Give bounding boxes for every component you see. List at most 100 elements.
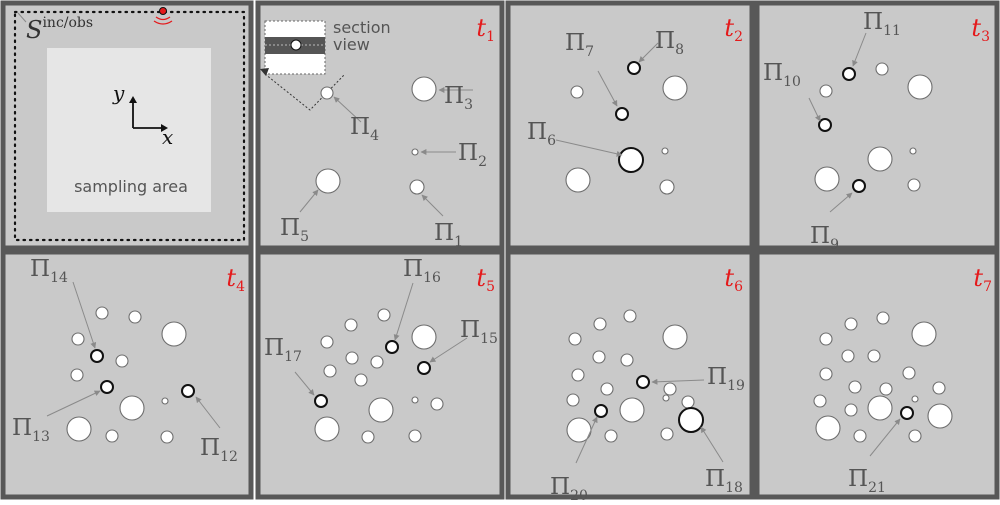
scatterer-circle-p7 [867, 395, 893, 421]
panel-t6-frame [505, 249, 755, 500]
scatterer-label-pi7: Π7 [565, 30, 594, 60]
scatterer-circle-p6 [619, 397, 645, 423]
leader-arrow-pi14 [72, 281, 97, 349]
scatterer-label-pi16: Π16 [403, 256, 441, 286]
panel-t2-frame [505, 0, 755, 251]
scatterer-circle-p4 [160, 430, 174, 444]
leader-arrow-pi12 [195, 396, 221, 429]
scatterer-circle-p7 [853, 429, 867, 443]
time-label-t5: t5 [476, 264, 495, 295]
leader-arrow-pi5 [299, 189, 319, 213]
scatterer-circle-p7 [819, 367, 833, 381]
scatterer-circle-p7 [908, 429, 922, 443]
scatterer-circle-p2 [659, 179, 675, 195]
scatterer-circle-p1 [409, 179, 425, 195]
scatterer-circle-p7 [819, 332, 833, 346]
highlighted-scatterer-circle-p6 [636, 375, 650, 389]
leader-arrow-pi17 [294, 371, 315, 396]
scatterer-circle-p6 [660, 427, 674, 441]
scatterer-label-pi20: Π20 [550, 474, 588, 504]
scatterer-circle-p4 [66, 416, 92, 442]
domain-panel: sampling area x y Sinc/obs [0, 0, 254, 251]
scatterer-circle-p5 [411, 324, 437, 350]
scatterer-circle-p7 [879, 382, 893, 396]
sampling-area [47, 48, 211, 212]
scatterer-label-pi10: Π10 [763, 60, 801, 90]
scatterer-label-pi4: Π4 [350, 114, 379, 144]
highlighted-scatterer-circle-p7 [900, 406, 914, 420]
scatterer-circle-p3 [867, 146, 893, 172]
scatterer-circle-p3 [907, 178, 921, 192]
leader-arrow-pi9 [829, 192, 853, 213]
highlighted-scatterer-circle-p6 [594, 404, 608, 418]
scatterer-circle-p3 [907, 74, 933, 100]
scatterer-label-pi9: Π9 [810, 223, 839, 253]
scatterer-circle-p6 [620, 353, 634, 367]
leader-arrow-pi15 [429, 337, 468, 363]
leader-arrow-pi10 [808, 97, 821, 122]
time-label-t4: t4 [226, 264, 245, 295]
time-label-t2: t2 [724, 14, 743, 45]
scatterer-circle-p6 [568, 332, 582, 346]
scatterer-circle-p7 [813, 394, 827, 408]
leader-arrow-pi1 [421, 194, 444, 217]
scatterer-circle-p5 [314, 416, 340, 442]
time-label-t1: t1 [476, 14, 495, 45]
scatterer-circle-p6 [566, 393, 580, 407]
leader-arrow-pi16 [393, 282, 414, 341]
leader-arrow-pi7 [597, 70, 618, 107]
panel-t3-frame [754, 0, 1000, 251]
scatterer-circle-p4 [161, 321, 187, 347]
scatterer-circle-p6 [623, 309, 637, 323]
panel-t7-frame [754, 249, 1000, 500]
scatterer-circle-p5 [344, 318, 358, 332]
scatterer-label-pi1: Π1 [434, 220, 463, 250]
scatterer-circle-p4 [128, 310, 142, 324]
highlighted-scatterer-circle-p5 [314, 394, 328, 408]
scatterer-circle-p7 [932, 381, 946, 395]
scatterer-label-pi3: Π3 [444, 83, 473, 113]
scatterer-circle-p7 [844, 317, 858, 331]
scatterer-circle-p6 [593, 317, 607, 331]
scatterer-circle-p5 [430, 397, 444, 411]
scatterer-circle-p6 [571, 368, 585, 382]
leader-arrow-pi13 [46, 390, 101, 417]
scatterer-circle-p3 [819, 84, 833, 98]
scatterer-circle-p5 [370, 355, 384, 369]
scatterer-circle-p7 [841, 349, 855, 363]
scatterer-circle-p5 [320, 335, 334, 349]
scatterer-label-pi11: Π11 [863, 9, 901, 39]
highlighted-scatterer-circle-p4 [181, 384, 195, 398]
time-label-t6: t6 [724, 264, 743, 295]
highlighted-scatterer-circle-p2 [627, 61, 641, 75]
highlighted-scatterer-circle-p2 [615, 107, 629, 121]
panel-t4-frame [0, 249, 254, 500]
scatterer-circle-p5 [368, 397, 394, 423]
highlighted-scatterer-circle-p5 [417, 361, 431, 375]
scatterer-label-pi6: Π6 [527, 119, 556, 149]
scatterer-circle-p6 [681, 395, 695, 409]
scatterer-circle-p4 [70, 368, 84, 382]
scatterer-circle-p2 [570, 85, 584, 99]
scatterer-circle-p6 [592, 350, 606, 364]
scatterer-circle-p4 [115, 354, 129, 368]
scatterer-circle-p4 [119, 395, 145, 421]
leader-arrow-pi4 [333, 96, 362, 123]
leader-arrow-pi8 [638, 42, 659, 63]
scatterer-circle-p7 [876, 311, 890, 325]
dynamic-layer: t1 t2 t3 t4 t5 t6 t7 Π3 Π4 Π2 Π5 Π1 Π7 Π8 Π6 Π11 Π10 Π9 Π1… [12, 9, 992, 504]
leader-arrow-pi6 [555, 139, 623, 157]
section-view-label-1: section [333, 18, 391, 37]
scatterer-circle-p5 [411, 396, 419, 404]
scatterer-circle-p3 [875, 62, 889, 76]
scatterer-circle-p6 [604, 429, 618, 443]
scatterer-circle-p7 [911, 321, 937, 347]
axis-y-label: y [112, 81, 125, 105]
scatterer-label-pi18: Π18 [705, 466, 743, 496]
scatterer-label-pi15: Π15 [460, 317, 498, 347]
scatterer-circle-p5 [345, 351, 359, 365]
scatterer-label-pi2: Π2 [458, 140, 487, 170]
scatterer-circle-p7 [815, 415, 841, 441]
scatterer-circle-p7 [844, 403, 858, 417]
scatterer-label-pi5: Π5 [280, 215, 309, 245]
